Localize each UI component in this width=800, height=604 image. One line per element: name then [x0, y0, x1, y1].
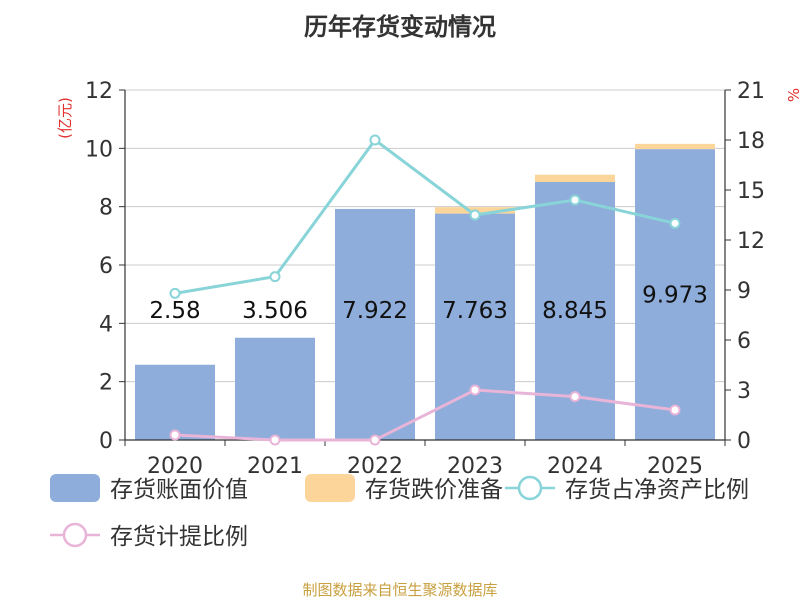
right-tick-label: 21	[737, 79, 765, 104]
legend-swatch	[305, 474, 355, 502]
right-tick-label: 0	[737, 429, 751, 454]
line-series	[174, 137, 676, 295]
bar-value-label: 9.973	[642, 283, 708, 309]
legend-swatch	[50, 474, 100, 502]
bar-labels: 2.58 3.506 7.922 7.763 8.845 9.973	[149, 283, 708, 324]
lines	[169, 134, 681, 446]
left-tick-label: 6	[99, 254, 113, 279]
line-point	[469, 384, 481, 396]
legend-marker	[517, 475, 543, 501]
x-tick-label: 2024	[547, 454, 603, 479]
bar-value-label: 7.922	[342, 298, 408, 324]
grid-lines	[125, 89, 725, 441]
bar-inventory-book-value	[635, 149, 715, 440]
axes: 0 2 4 6 8 10 12 0 3 6 9 12 15 18 21 2020 2021 2022 2023 202…	[85, 79, 765, 479]
right-tick-label: 9	[737, 279, 751, 304]
bar-inventory-book-value	[435, 213, 515, 440]
legend-marker	[62, 522, 88, 548]
left-tick-label: 12	[85, 79, 113, 104]
line-point	[469, 209, 481, 221]
x-tick-label: 2022	[347, 454, 403, 479]
left-axis-unit: (亿元)	[56, 97, 74, 139]
left-tick-label: 10	[85, 137, 113, 162]
right-tick-label: 12	[737, 229, 765, 254]
left-tick-label: 8	[99, 196, 113, 221]
line-point	[269, 271, 281, 283]
bar-impairment-provision	[535, 174, 615, 183]
bar-inventory-book-value	[335, 208, 415, 440]
bar-inventory-book-value	[235, 337, 315, 440]
right-tick-label: 15	[737, 179, 765, 204]
x-tick-label: 2021	[247, 454, 303, 479]
left-tick-label: 0	[99, 429, 113, 454]
bar-inventory-book-value	[135, 364, 215, 440]
x-tick-label: 2023	[447, 454, 503, 479]
line-point	[569, 391, 581, 403]
line-point	[369, 134, 381, 146]
legend-label: 存货计提比例	[110, 524, 248, 550]
bar-impairment-provision	[635, 143, 715, 150]
line-point	[669, 404, 681, 416]
line-point	[569, 194, 581, 206]
right-tick-label: 18	[737, 129, 765, 154]
chart-title: 历年存货变动情况	[304, 13, 496, 41]
line-point	[169, 287, 181, 299]
line-point	[669, 217, 681, 229]
legend-label: 存货账面价值	[110, 477, 248, 503]
left-tick-label: 4	[99, 312, 113, 337]
bar-value-label: 3.506	[242, 298, 308, 324]
right-tick-label: 3	[737, 379, 751, 404]
line-point	[369, 434, 381, 446]
line-series	[174, 388, 676, 442]
x-tick-label: 2025	[647, 454, 703, 479]
right-tick-label: 6	[737, 329, 751, 354]
right-axis-unit: %	[785, 88, 800, 102]
legend-label: 存货占净资产比例	[565, 477, 749, 503]
source-note: 制图数据来自恒生聚源数据库	[302, 581, 497, 599]
line-point	[269, 434, 281, 446]
bars	[135, 143, 715, 441]
left-tick-label: 2	[99, 371, 113, 396]
bar-value-label: 2.58	[149, 298, 200, 324]
x-tick-label: 2020	[147, 454, 203, 479]
bar-value-label: 8.845	[542, 298, 608, 324]
legend-label: 存货跌价准备	[365, 477, 503, 503]
line-point	[169, 429, 181, 441]
bar-value-label: 7.763	[442, 298, 508, 324]
